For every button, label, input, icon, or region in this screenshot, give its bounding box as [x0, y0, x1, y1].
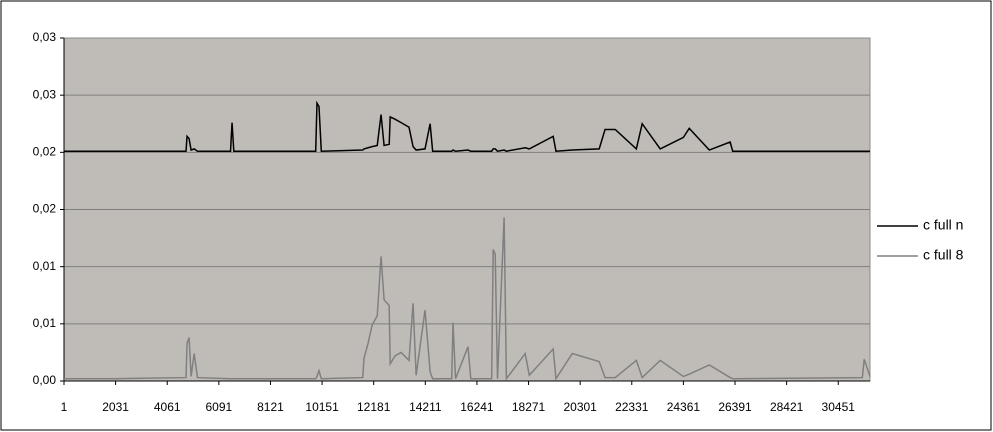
legend-label: c full 8 — [923, 247, 964, 263]
y-tick-label: 0,03 — [33, 87, 57, 101]
y-tick-label: 0,00 — [33, 373, 57, 387]
series-line — [64, 100, 870, 152]
x-tick-label: 12181 — [357, 400, 391, 414]
x-tick-label: 1 — [61, 400, 68, 414]
x-tick-label: 14211 — [409, 400, 442, 414]
y-tick-label: 0,03 — [33, 30, 57, 44]
series-line — [64, 217, 871, 381]
y-tick-label: 0,01 — [33, 316, 57, 330]
x-tick-label: 10151 — [305, 400, 339, 414]
x-tick-label: 20301 — [563, 400, 597, 414]
x-tick-label: 18271 — [512, 400, 546, 414]
x-tick-label: 16241 — [460, 400, 494, 414]
y-tick-label: 0,02 — [33, 202, 57, 216]
x-tick-label: 24361 — [667, 400, 701, 414]
x-tick-label: 6091 — [205, 400, 232, 414]
x-tick-label: 22331 — [615, 400, 649, 414]
x-tick-label: 2031 — [102, 400, 129, 414]
x-tick-label: 26391 — [718, 400, 752, 414]
x-tick-label: 28421 — [770, 400, 804, 414]
legend-label: c full n — [923, 217, 963, 233]
y-tick-label: 0,01 — [33, 259, 57, 273]
x-tick-label: 8121 — [257, 400, 284, 414]
x-tick-label: 4061 — [154, 400, 181, 414]
y-tick-label: 0,02 — [33, 145, 57, 159]
x-tick-label: 30451 — [822, 400, 856, 414]
